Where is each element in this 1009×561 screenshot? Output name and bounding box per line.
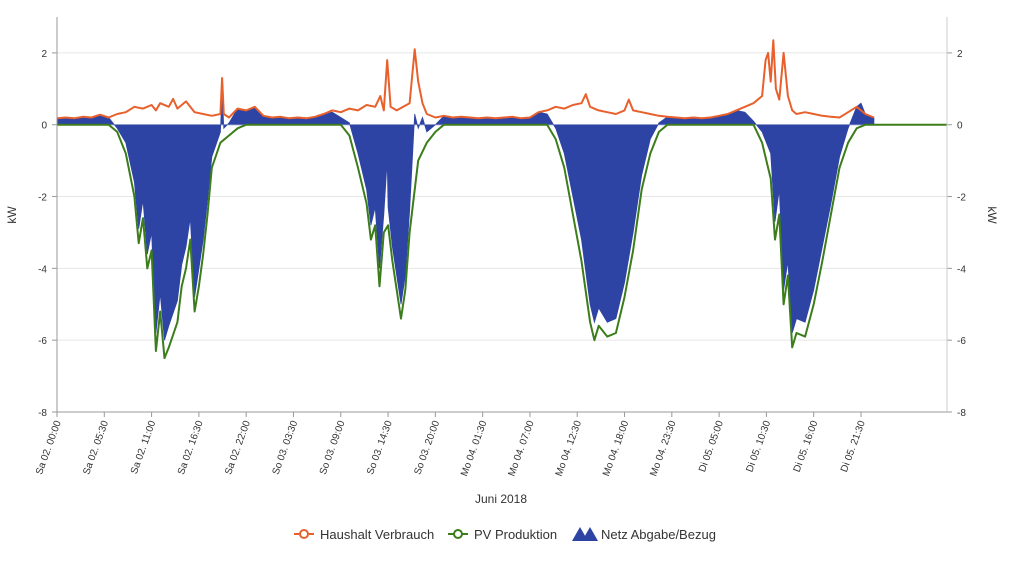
x-tick-label: Sa 02. 05:30 [81,419,111,476]
legend-item-haushalt[interactable]: Haushalt Verbrauch [294,527,434,542]
legend-marker-circle-icon [299,529,309,539]
x-axis-title: Juni 2018 [475,492,527,506]
x-tick-label: Di 05. 21:30 [839,419,868,474]
y-tick-label-left: 0 [41,121,47,132]
y-axis-title-right: kW [985,206,999,224]
series-line-haushalt [56,39,875,120]
legend-label-netz: Netz Abgabe/Bezug [601,527,716,542]
x-tick-label: Mo 04. 01:30 [459,419,489,478]
x-tick-label: So 03. 03:30 [271,419,301,476]
x-tick-label: Di 05. 05:00 [697,419,726,474]
x-tick-label: Sa 02. 11:00 [129,419,159,476]
series-area-netz [56,88,875,341]
x-tick-label: So 03. 14:30 [365,419,395,476]
x-tick-label: Mo 04. 18:00 [601,419,631,478]
y-tick-label-right: 0 [957,121,963,132]
y-tick-label-left: -2 [38,193,47,204]
series-line-pv [57,123,947,360]
y-tick-label-right: -2 [957,193,966,204]
y-tick-label-left: -8 [38,408,47,419]
y-tick-label-right: -4 [957,264,966,275]
y-tick-label-right: -6 [957,336,966,347]
legend-marker-circle-icon [453,529,463,539]
legend-item-netz[interactable]: Netz Abgabe/Bezug [572,527,716,542]
y-tick-label-right: 2 [957,49,963,60]
legend-marker-triangle-icon [582,527,598,541]
series-layer [56,39,947,360]
x-tick-label: Di 05. 16:00 [792,419,821,474]
legend: Haushalt Verbrauch PV Produktion Netz Ab… [294,527,716,542]
x-tick-label: So 03. 09:00 [318,419,348,476]
y-tick-label-left: -4 [38,264,47,275]
x-tick-label: Mo 04. 07:00 [506,419,536,478]
x-tick-label: Sa 02. 22:00 [223,419,253,476]
x-tick-label: Sa 02. 00:00 [34,419,64,476]
x-tick-label: Sa 02. 16:30 [176,419,206,476]
legend-label-pv: PV Produktion [474,527,557,542]
y-tick-label-left: 2 [41,49,47,60]
y-tick-label-left: -6 [38,336,47,347]
x-tick-label: So 03. 20:00 [412,419,442,476]
x-tick-label: Mo 04. 23:30 [648,419,678,478]
y-axis-title-left: kW [5,206,19,224]
y-tick-label-right: -8 [957,408,966,419]
x-tick-label: Mo 04. 12:30 [554,419,584,478]
legend-label-haushalt: Haushalt Verbrauch [320,527,434,542]
legend-item-pv[interactable]: PV Produktion [448,527,557,542]
x-tick-label: Di 05. 10:30 [744,419,773,474]
